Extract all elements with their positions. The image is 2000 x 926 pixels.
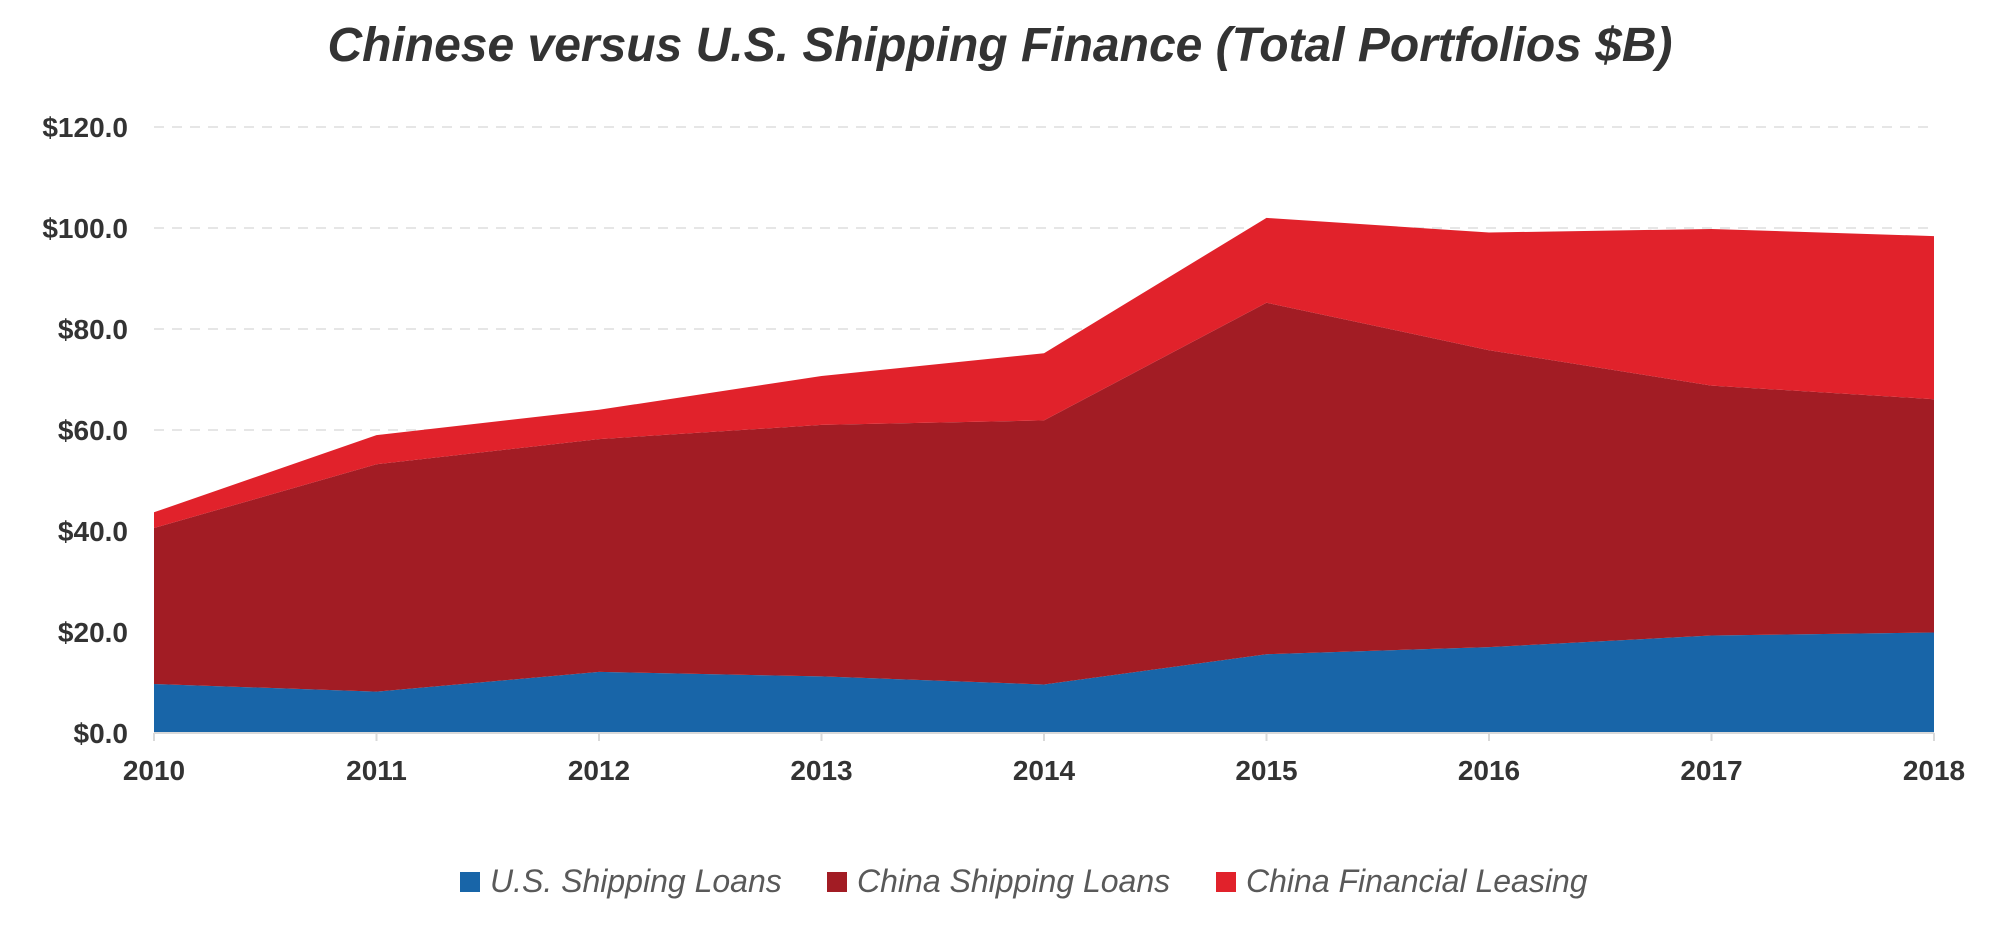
x-tick-label: 2014 <box>1013 755 1076 786</box>
legend: U.S. Shipping Loans China Shipping Loans C… <box>460 863 1588 899</box>
y-tick-label: $60.0 <box>58 415 128 446</box>
legend-swatch <box>1216 872 1236 892</box>
y-tick-label: $40.0 <box>58 516 128 547</box>
axes: $0.0 $20.0 $40.0 $60.0 $80.0 $100.0 $120.0 2010… <box>42 112 1965 786</box>
x-tick-label: 2017 <box>1680 755 1742 786</box>
legend-swatch <box>460 872 480 892</box>
x-tick-label: 2018 <box>1903 755 1965 786</box>
series-areas <box>154 217 1934 733</box>
area-series-2 <box>154 302 1934 692</box>
y-tick-label: $120.0 <box>42 112 128 143</box>
legend-label: U.S. Shipping Loans <box>490 863 782 899</box>
y-tick-label: $20.0 <box>58 617 128 648</box>
area-series-3 <box>154 217 1934 528</box>
x-tick-label: 2015 <box>1235 755 1297 786</box>
x-tick-label: 2010 <box>123 755 185 786</box>
chart-title: Chinese versus U.S. Shipping Finance (To… <box>327 19 1673 72</box>
y-tick-label: $100.0 <box>42 213 128 244</box>
x-tick-label: 2013 <box>790 755 852 786</box>
y-tick-label: $80.0 <box>58 314 128 345</box>
legend-swatch <box>827 872 847 892</box>
x-tick-label: 2012 <box>568 755 630 786</box>
legend-label: China Shipping Loans <box>857 863 1170 899</box>
x-tick-label: 2011 <box>346 755 407 786</box>
x-tick-label: 2016 <box>1458 755 1520 786</box>
area-series-1 <box>154 632 1934 733</box>
y-tick-label: $0.0 <box>74 718 129 749</box>
legend-label: China Financial Leasing <box>1246 863 1588 899</box>
